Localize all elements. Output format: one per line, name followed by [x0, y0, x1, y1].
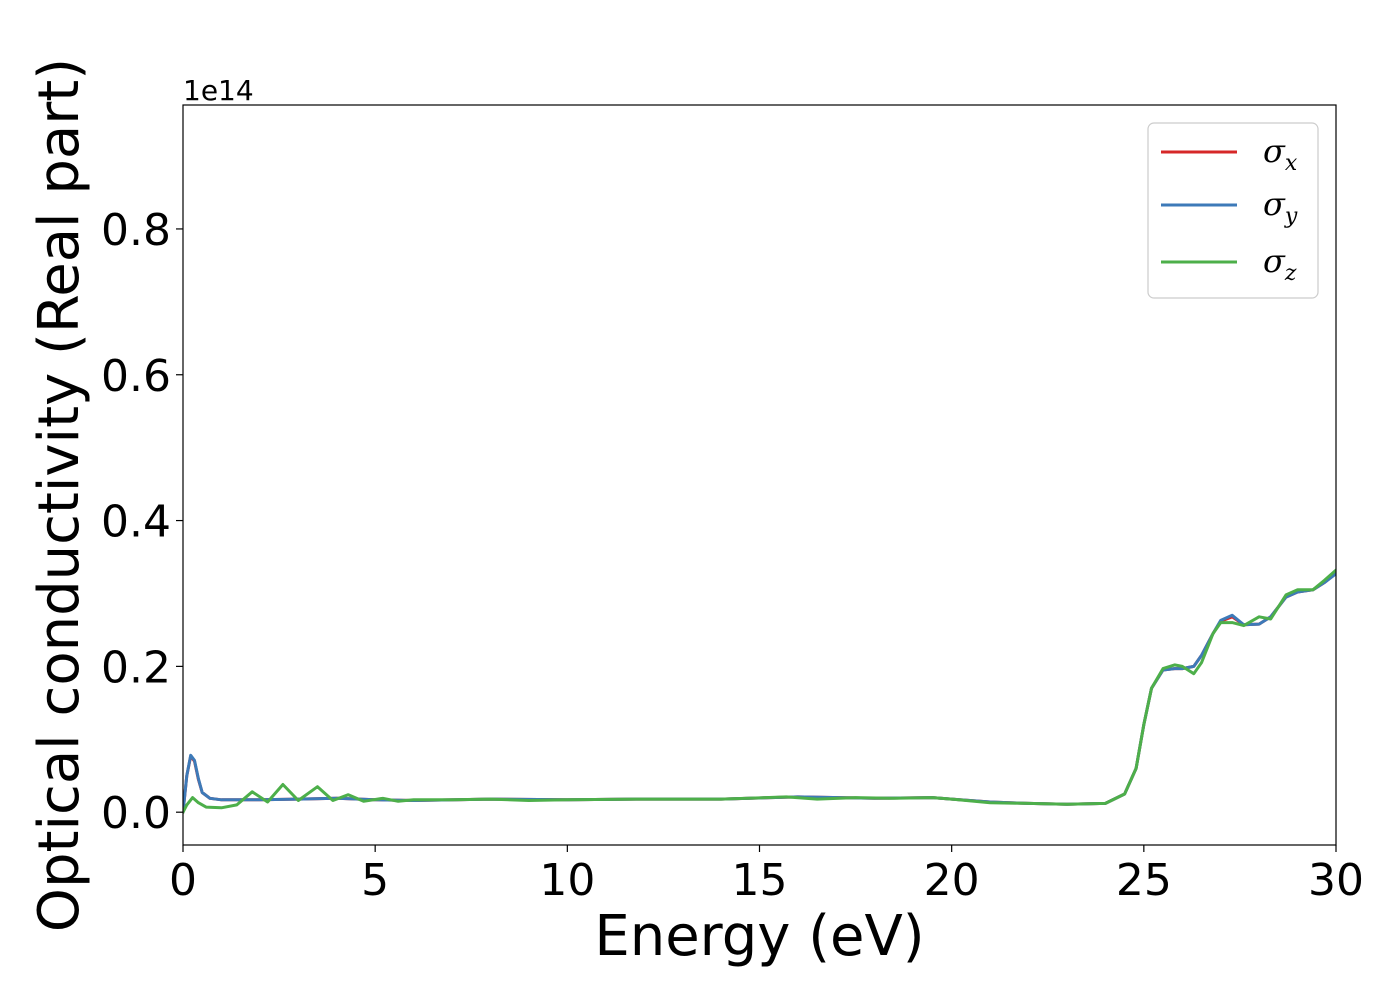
x-tick-label: 0 — [169, 855, 197, 906]
x-tick-label: 25 — [1116, 855, 1172, 906]
plot-lines — [183, 568, 1336, 814]
x-tick-label: 20 — [924, 855, 980, 906]
y-tick-label: 0.0 — [101, 788, 171, 839]
x-tick-label: 30 — [1308, 855, 1364, 906]
y-axis-offset-text: 1e14 — [183, 74, 254, 107]
legend-label-x: σx — [1263, 132, 1298, 176]
legend: σx σy σz — [1147, 122, 1319, 299]
legend-label-z: σz — [1263, 242, 1297, 286]
y-tick-label: 0.2 — [101, 642, 171, 693]
legend-box — [1147, 122, 1319, 299]
x-tick-label: 15 — [732, 855, 788, 906]
y-axis-label: Optical conductivity (Real part) — [27, 58, 92, 932]
y-axis-ticks: 0.0 0.2 0.4 0.6 0.8 — [101, 205, 183, 839]
series-line-z — [183, 568, 1336, 814]
legend-label-y: σy — [1263, 185, 1298, 229]
x-tick-label: 5 — [361, 855, 389, 906]
y-tick-label: 0.6 — [101, 351, 171, 402]
x-axis-label: Energy (eV) — [594, 904, 924, 969]
y-tick-label: 0.8 — [101, 205, 171, 256]
x-axis-ticks: 0 5 10 15 20 25 30 — [169, 845, 1364, 906]
x-tick-label: 10 — [539, 855, 595, 906]
y-tick-label: 0.4 — [101, 497, 171, 548]
